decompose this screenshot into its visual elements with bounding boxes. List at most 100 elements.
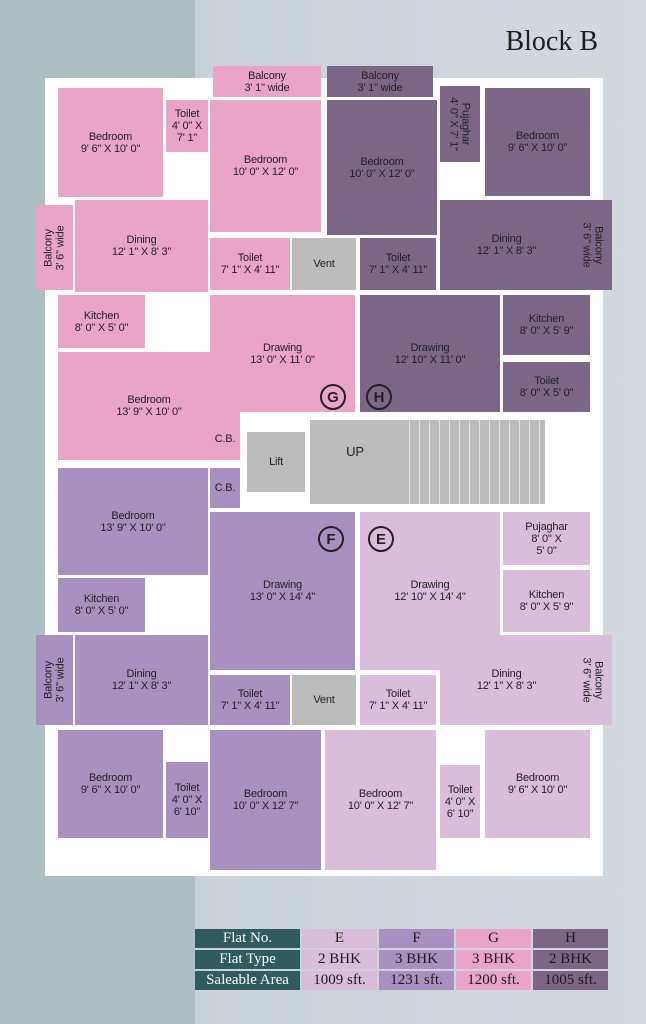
flat-g-marker: G bbox=[320, 384, 346, 410]
room-e-toilet2: Toilet 4' 0" X 6' 10" bbox=[440, 765, 480, 838]
room-label-line: 4' 0" X bbox=[171, 794, 203, 806]
table-cell: 1231 sft. bbox=[379, 971, 454, 990]
room-label: Dining 12' 1" X 8' 3" bbox=[477, 233, 537, 257]
room-label-line: Toilet bbox=[447, 783, 473, 796]
room-h-bed2: Bedroom 9' 6" X 10' 0" bbox=[485, 88, 590, 196]
room-f-toilet2: Toilet 4' 0" X 6' 10" bbox=[166, 762, 208, 838]
room-f-toilet1: Toilet 7' 1" X 4' 11" bbox=[210, 675, 290, 725]
room-label-line: Dining bbox=[126, 234, 157, 246]
room-label-line: Toilet bbox=[174, 108, 200, 120]
room-label-line: Bedroom bbox=[515, 130, 560, 142]
room-label-line: 12' 1" X 8' 3" bbox=[476, 680, 537, 692]
room-g-kitchen: Kitchen 8' 0" X 5' 0" bbox=[58, 295, 145, 348]
room-label-line: Toilet bbox=[237, 688, 263, 700]
room-label: Drawing 13' 0" X 11' 0" bbox=[250, 342, 315, 366]
room-label-line: Bedroom bbox=[88, 130, 133, 143]
room-label-line: Bedroom bbox=[127, 394, 171, 406]
room-label-line: C.B. bbox=[214, 433, 236, 445]
room-label-line: C.B. bbox=[214, 482, 236, 494]
room-label: Pujaghar 8' 0" X 5' 0" bbox=[525, 520, 568, 557]
room-h-balcony: Balcony 3' 1" wide bbox=[327, 66, 433, 97]
room-label-line: Balcony bbox=[592, 661, 605, 699]
room-label-line: Pujaghar bbox=[525, 520, 568, 533]
room-label-line: Balcony bbox=[42, 661, 55, 699]
room-vent2: Vent bbox=[292, 675, 356, 725]
room-label-line: Balcony bbox=[361, 69, 399, 82]
room-label: C.B. bbox=[215, 482, 236, 494]
room-label: Kitchen 8' 0" X 5' 9" bbox=[520, 313, 574, 337]
room-label: Kitchen 8' 0" X 5' 0" bbox=[75, 593, 129, 617]
stair-landing: UP bbox=[310, 420, 400, 504]
room-label-line: 13' 9" X 10' 0" bbox=[116, 406, 182, 418]
room-label: Dining 12' 1" X 8' 3" bbox=[111, 668, 172, 692]
room-cb2: C.B. bbox=[210, 468, 240, 508]
room-label-line: Bedroom bbox=[515, 772, 560, 784]
room-g-dining: Dining 12' 1" X 8' 3" bbox=[75, 200, 208, 292]
room-label-line: 12' 10" X 14' 4" bbox=[394, 591, 466, 603]
room-label: Toilet 4' 0" X 6' 10" bbox=[172, 782, 202, 818]
room-label: Toilet 7' 1" X 4' 11" bbox=[221, 252, 280, 276]
room-label-line: 3' 6" wide bbox=[580, 657, 593, 703]
room-label: Balcony 3' 6" wide bbox=[43, 225, 67, 270]
room-label: Vent bbox=[313, 694, 334, 706]
room-label-line: Bedroom bbox=[243, 788, 288, 800]
table-cell: G bbox=[456, 929, 531, 948]
room-label-line: 7' 1" X 4' 11" bbox=[368, 264, 428, 276]
room-e-kitchen: Kitchen 8' 0" X 5' 9" bbox=[503, 570, 590, 632]
room-lift: Lift bbox=[247, 432, 305, 492]
room-label: Toilet 4' 0" X 7' 1" bbox=[172, 108, 202, 144]
room-label: Balcony 3' 6" wide bbox=[581, 223, 605, 268]
room-label-line: Kitchen bbox=[528, 589, 565, 601]
room-f-balcony: Balcony 3' 6" wide bbox=[36, 635, 73, 725]
room-g-balcony2: Balcony 3' 6" wide bbox=[36, 205, 73, 290]
room-label-line: 13' 9" X 10' 0" bbox=[100, 521, 166, 534]
room-h-toilet2: Toilet 8' 0" X 5' 0" bbox=[503, 362, 590, 412]
room-label-line: 8' 0" X bbox=[531, 532, 562, 545]
table-cell: 1200 sft. bbox=[456, 971, 531, 990]
room-label-line: Dining bbox=[491, 668, 522, 680]
room-h-bed1: Bedroom 10' 0" X 12' 0" bbox=[327, 100, 437, 235]
room-label: Bedroom 9' 6" X 10' 0" bbox=[508, 772, 568, 796]
room-label: Bedroom 9' 6" X 10' 0" bbox=[508, 130, 568, 154]
room-label: Kitchen 8' 0" X 5' 0" bbox=[75, 310, 129, 334]
table-cell: 1009 sft. bbox=[302, 971, 377, 990]
room-label: Drawing 13' 0" X 14' 4" bbox=[250, 579, 315, 603]
room-label: Toilet 7' 1" X 4' 11" bbox=[369, 252, 428, 276]
room-label-line: Drawing bbox=[410, 341, 450, 354]
room-label: Bedroom 9' 6" X 10' 0" bbox=[80, 130, 141, 155]
room-label: Toilet 4' 0" X 6' 10" bbox=[445, 784, 475, 820]
room-label-line: Kitchen bbox=[528, 313, 565, 325]
room-e-puja: Pujaghar 8' 0" X 5' 0" bbox=[503, 512, 590, 565]
table-cell: 1005 sft. bbox=[533, 971, 608, 990]
room-label-line: Dining bbox=[491, 233, 522, 245]
room-label-line: 5' 0" bbox=[536, 544, 557, 557]
room-label: C.B. bbox=[215, 433, 236, 445]
room-g-balcony: Balcony 3' 1" wide bbox=[213, 66, 321, 97]
block-title: Block B bbox=[505, 26, 598, 57]
header-cell: Saleable Area bbox=[195, 971, 300, 990]
room-label-line: 7' 1" X 4' 11" bbox=[368, 700, 428, 712]
room-e-toilet1: Toilet 7' 1" X 4' 11" bbox=[360, 675, 436, 725]
room-label-line: 3' 1" wide bbox=[244, 81, 290, 94]
room-g-bed1: Bedroom 9' 6" X 10' 0" bbox=[58, 88, 163, 197]
room-label: Dining 12' 1" X 8' 3" bbox=[111, 234, 172, 258]
room-label-line: Bedroom bbox=[111, 509, 155, 522]
room-label-line: Vent bbox=[313, 694, 335, 706]
table-cell: 2 BHK bbox=[302, 950, 377, 969]
room-f-bed1: Bedroom 13' 9" X 10' 0" bbox=[58, 468, 208, 575]
room-label-line: Toilet bbox=[385, 688, 411, 700]
room-label-line: Balcony bbox=[42, 228, 55, 267]
room-label-line: 12' 1" X 8' 3" bbox=[111, 246, 172, 258]
header-cell: Flat No. bbox=[195, 929, 300, 948]
room-label-line: Balcony bbox=[248, 69, 286, 82]
room-label-line: Bedroom bbox=[88, 772, 133, 784]
room-label: Bedroom 10' 0" X 12' 7" bbox=[233, 788, 298, 812]
room-h-puja: Pujaghar 4' 0" X 7' 1" bbox=[440, 86, 480, 162]
room-label-line: 8' 0" X 5' 9" bbox=[519, 601, 574, 613]
room-label-line: 9' 6" X 10' 0" bbox=[80, 142, 141, 155]
room-label-line: 12' 1" X 8' 3" bbox=[111, 680, 172, 692]
table-cell: F bbox=[379, 929, 454, 948]
room-label: Pujaghar 4' 0" X 7' 1" bbox=[448, 97, 472, 150]
room-label-line: 13' 0" X 14' 4" bbox=[249, 591, 316, 603]
room-label-line: 3' 6" wide bbox=[54, 225, 67, 270]
